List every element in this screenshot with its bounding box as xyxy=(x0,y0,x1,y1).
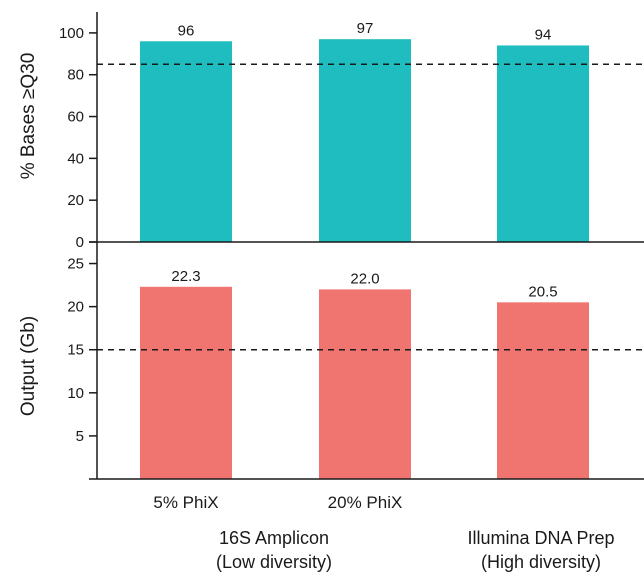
group-label-line2: (High diversity) xyxy=(481,552,601,572)
bar xyxy=(140,41,232,242)
group-label-line1: Illumina DNA Prep xyxy=(467,528,614,548)
data-label: 20.5 xyxy=(528,283,557,300)
group-label-line2: (Low diversity) xyxy=(216,552,332,572)
y-tick-label: 60 xyxy=(67,109,84,126)
data-label: 22.0 xyxy=(350,270,379,287)
y-tick-label: 25 xyxy=(67,256,84,273)
y-tick-label: 15 xyxy=(67,342,84,359)
data-label: 96 xyxy=(178,22,195,39)
y-tick-label: 20 xyxy=(67,299,84,316)
data-label: 94 xyxy=(535,26,552,43)
group-label-line1: 16S Amplicon xyxy=(219,528,329,548)
x-category-label: 5% PhiX xyxy=(153,493,218,512)
y-tick-label: 5 xyxy=(76,428,84,445)
top-panel-q30: 96 97 94 0 20 40 60 80 100 % Bases ≥Q30 xyxy=(18,12,644,251)
x-axis-labels: 5% PhiX 20% PhiX 16S Amplicon (Low diver… xyxy=(153,493,614,572)
y-tick-label: 20 xyxy=(67,192,84,209)
x-category-label: 20% PhiX xyxy=(328,493,403,512)
y-tick-label: 10 xyxy=(67,385,84,402)
bar xyxy=(497,45,589,242)
y-tick-label: 0 xyxy=(76,234,84,251)
bottom-panel-output: 22.3 22.0 20.5 5 10 15 20 25 Output (Gb) xyxy=(18,242,644,479)
y-tick-label: 80 xyxy=(67,67,84,84)
bar xyxy=(497,302,589,479)
bar xyxy=(319,289,411,479)
data-label: 22.3 xyxy=(171,268,200,285)
bar xyxy=(319,39,411,242)
y-tick-label: 40 xyxy=(67,150,84,167)
y-tick-label: 100 xyxy=(59,25,84,42)
y-axis-title: % Bases ≥Q30 xyxy=(18,53,39,180)
y-axis-title: Output (Gb) xyxy=(18,316,39,416)
bar xyxy=(140,286,232,479)
data-label: 97 xyxy=(357,20,374,37)
